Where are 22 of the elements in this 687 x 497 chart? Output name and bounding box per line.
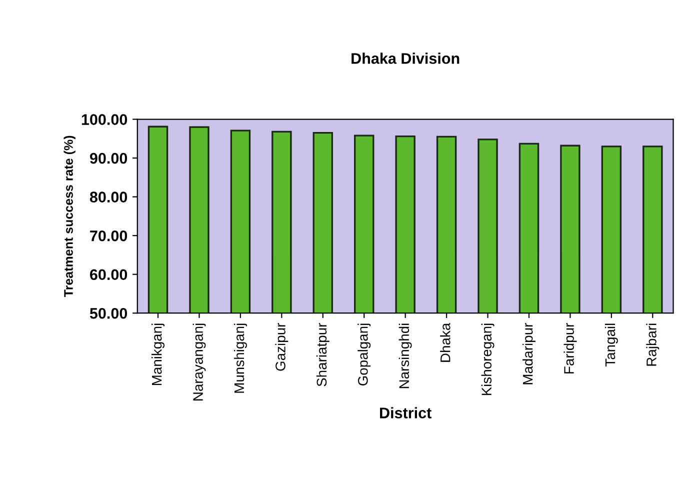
x-tick-label: Narsinghdi — [398, 324, 412, 388]
x-tick-label: Munshiganj — [234, 324, 247, 393]
x-tick-label: Tangail — [604, 324, 618, 367]
x-axis-title: District — [380, 407, 432, 418]
y-tick-label: 90.00 — [90, 152, 128, 164]
x-tick-label: Gopalganj — [358, 324, 371, 386]
y-tick-label: 70.00 — [90, 230, 128, 242]
x-tick-label: Gazipur — [275, 323, 288, 371]
y-tick-label: 60.00 — [90, 269, 128, 280]
x-tick-label: Madaripur — [522, 323, 536, 384]
y-tick-label: 50.00 — [90, 308, 128, 319]
x-tick-label: Dhaka — [440, 322, 450, 362]
y-tick-label: 80.00 — [90, 192, 128, 202]
chart-title: Dhaka Division — [352, 52, 460, 64]
x-tick-label: Kishoreganj — [481, 324, 494, 396]
x-tick-label: Manikganj — [152, 324, 164, 385]
y-tick-label: 100.00 — [82, 114, 128, 125]
y-axis-title: Treatment success rate (%) — [64, 136, 76, 297]
x-tick-label: Rajbari — [646, 324, 660, 366]
x-tick-label: Shariatpur — [316, 323, 330, 386]
x-tick-label: Narayanganj — [192, 324, 206, 400]
x-tick-label: Faridpur — [564, 323, 577, 374]
